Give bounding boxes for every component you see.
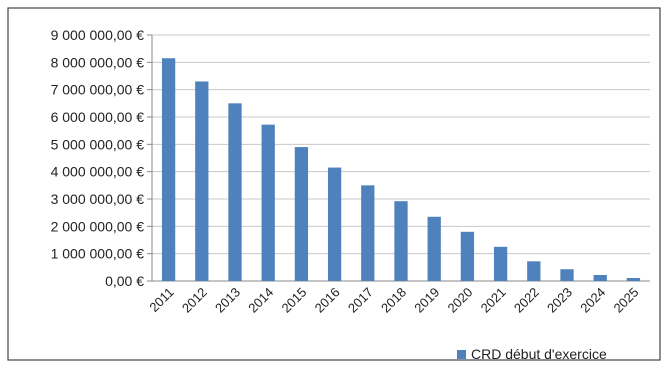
y-tick-label: 1 000 000,00 € xyxy=(51,246,145,262)
bar-2011 xyxy=(161,58,176,281)
bar-2020 xyxy=(460,231,475,281)
bar-2022 xyxy=(527,261,541,281)
bar-2014 xyxy=(261,124,275,281)
bar-2021 xyxy=(493,246,508,281)
bar-2025 xyxy=(626,277,641,281)
legend-swatch xyxy=(457,350,466,359)
y-tick-label: 7 000 000,00 € xyxy=(51,82,145,98)
y-tick-label: 4 000 000,00 € xyxy=(51,164,145,180)
y-tick-label: 2 000 000,00 € xyxy=(51,218,145,234)
legend: CRD début d'exercice xyxy=(457,346,607,362)
bar-2017 xyxy=(361,185,375,281)
bars xyxy=(161,58,641,281)
legend-label: CRD début d'exercice xyxy=(471,346,607,362)
y-tick-label: 5 000 000,00 € xyxy=(51,136,145,152)
y-tick-label: 6 000 000,00 € xyxy=(51,109,145,125)
bar-2015 xyxy=(294,147,309,281)
bar-2016 xyxy=(327,167,342,281)
bar-2012 xyxy=(195,81,209,281)
y-tick-labels: 0,00 € 1 000 000,00 € 2 000 000,00 € 3 000 … xyxy=(51,27,145,289)
y-tick-label: 9 000 000,00 € xyxy=(51,27,145,43)
bar-2013 xyxy=(228,103,242,281)
bar-2018 xyxy=(394,201,408,281)
y-tick-label: 8 000 000,00 € xyxy=(51,54,145,70)
bar-2023 xyxy=(560,269,574,281)
bar-2019 xyxy=(427,216,441,281)
bar-2024 xyxy=(593,274,607,281)
y-tick-label: 0,00 € xyxy=(105,273,144,289)
y-tick-label: 3 000 000,00 € xyxy=(51,191,145,207)
